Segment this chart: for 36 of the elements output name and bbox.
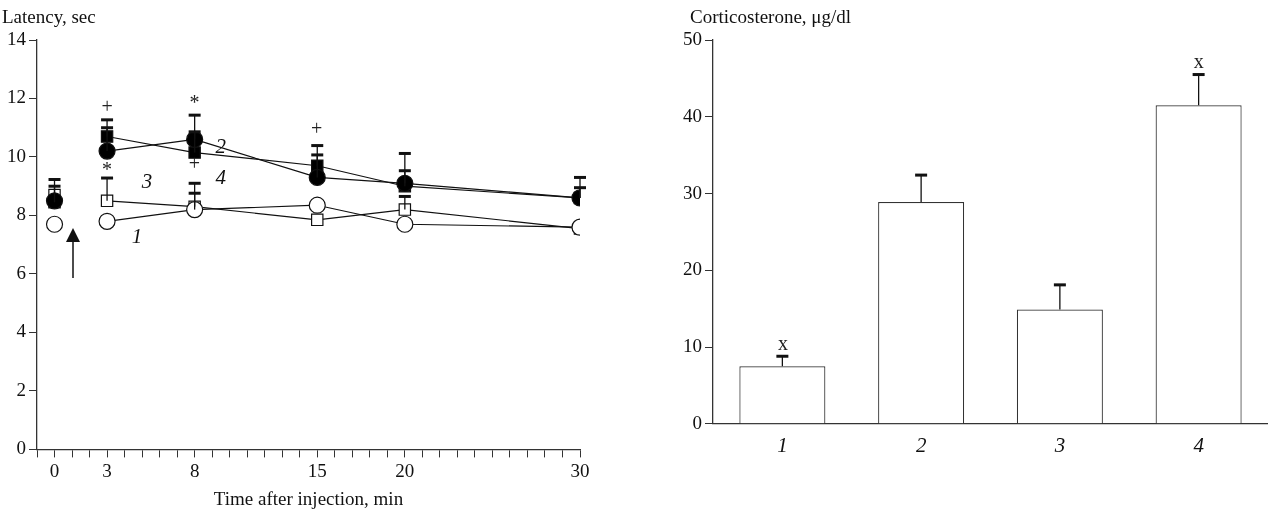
x-tick-label: 3 [1053, 432, 1066, 457]
x-tick-label: 30 [570, 459, 590, 481]
x-tick-label: 0 [49, 459, 60, 481]
x-tick-label: 2 [915, 432, 927, 457]
y-axis-title: Latency, sec [2, 6, 96, 28]
annotation: + [311, 117, 323, 140]
y-tick-label: 40 [683, 104, 702, 126]
y-tick-label: 4 [16, 320, 27, 342]
annotation: x [1193, 50, 1204, 73]
annotation: * [189, 90, 200, 113]
series-label: 3 [140, 169, 153, 194]
y-tick-label: 2 [16, 378, 26, 400]
y-tick-label: 0 [692, 411, 702, 433]
y-tick-label: 12 [7, 86, 26, 108]
y-tick-label: 20 [683, 258, 702, 280]
y-tick-label: 10 [7, 144, 26, 166]
y-tick-label: 6 [16, 261, 26, 283]
x-tick-label: 15 [307, 459, 327, 481]
annotation: + [101, 94, 113, 117]
x-tick-label: 4 [1193, 432, 1205, 457]
series-label: 1 [131, 223, 143, 248]
x-axis-title: Time after injection, min [213, 487, 404, 509]
x-tick-label: 20 [395, 459, 415, 481]
y-tick-label: 8 [16, 203, 26, 225]
x-tick-label: 8 [189, 459, 200, 481]
y-tick-label: 50 [683, 27, 702, 49]
annotation: * [102, 158, 113, 181]
x-tick-label: 1 [777, 432, 788, 457]
y-tick-label: 10 [683, 335, 702, 357]
y-tick-label: 14 [7, 27, 27, 49]
series-label: 4 [215, 165, 227, 190]
annotation: + [188, 152, 201, 175]
y-axis-title: Corticosterone, μg/dl [690, 6, 852, 28]
annotation: x [777, 332, 788, 355]
y-tick-label: 30 [683, 181, 702, 203]
x-tick-label: 3 [102, 459, 112, 481]
